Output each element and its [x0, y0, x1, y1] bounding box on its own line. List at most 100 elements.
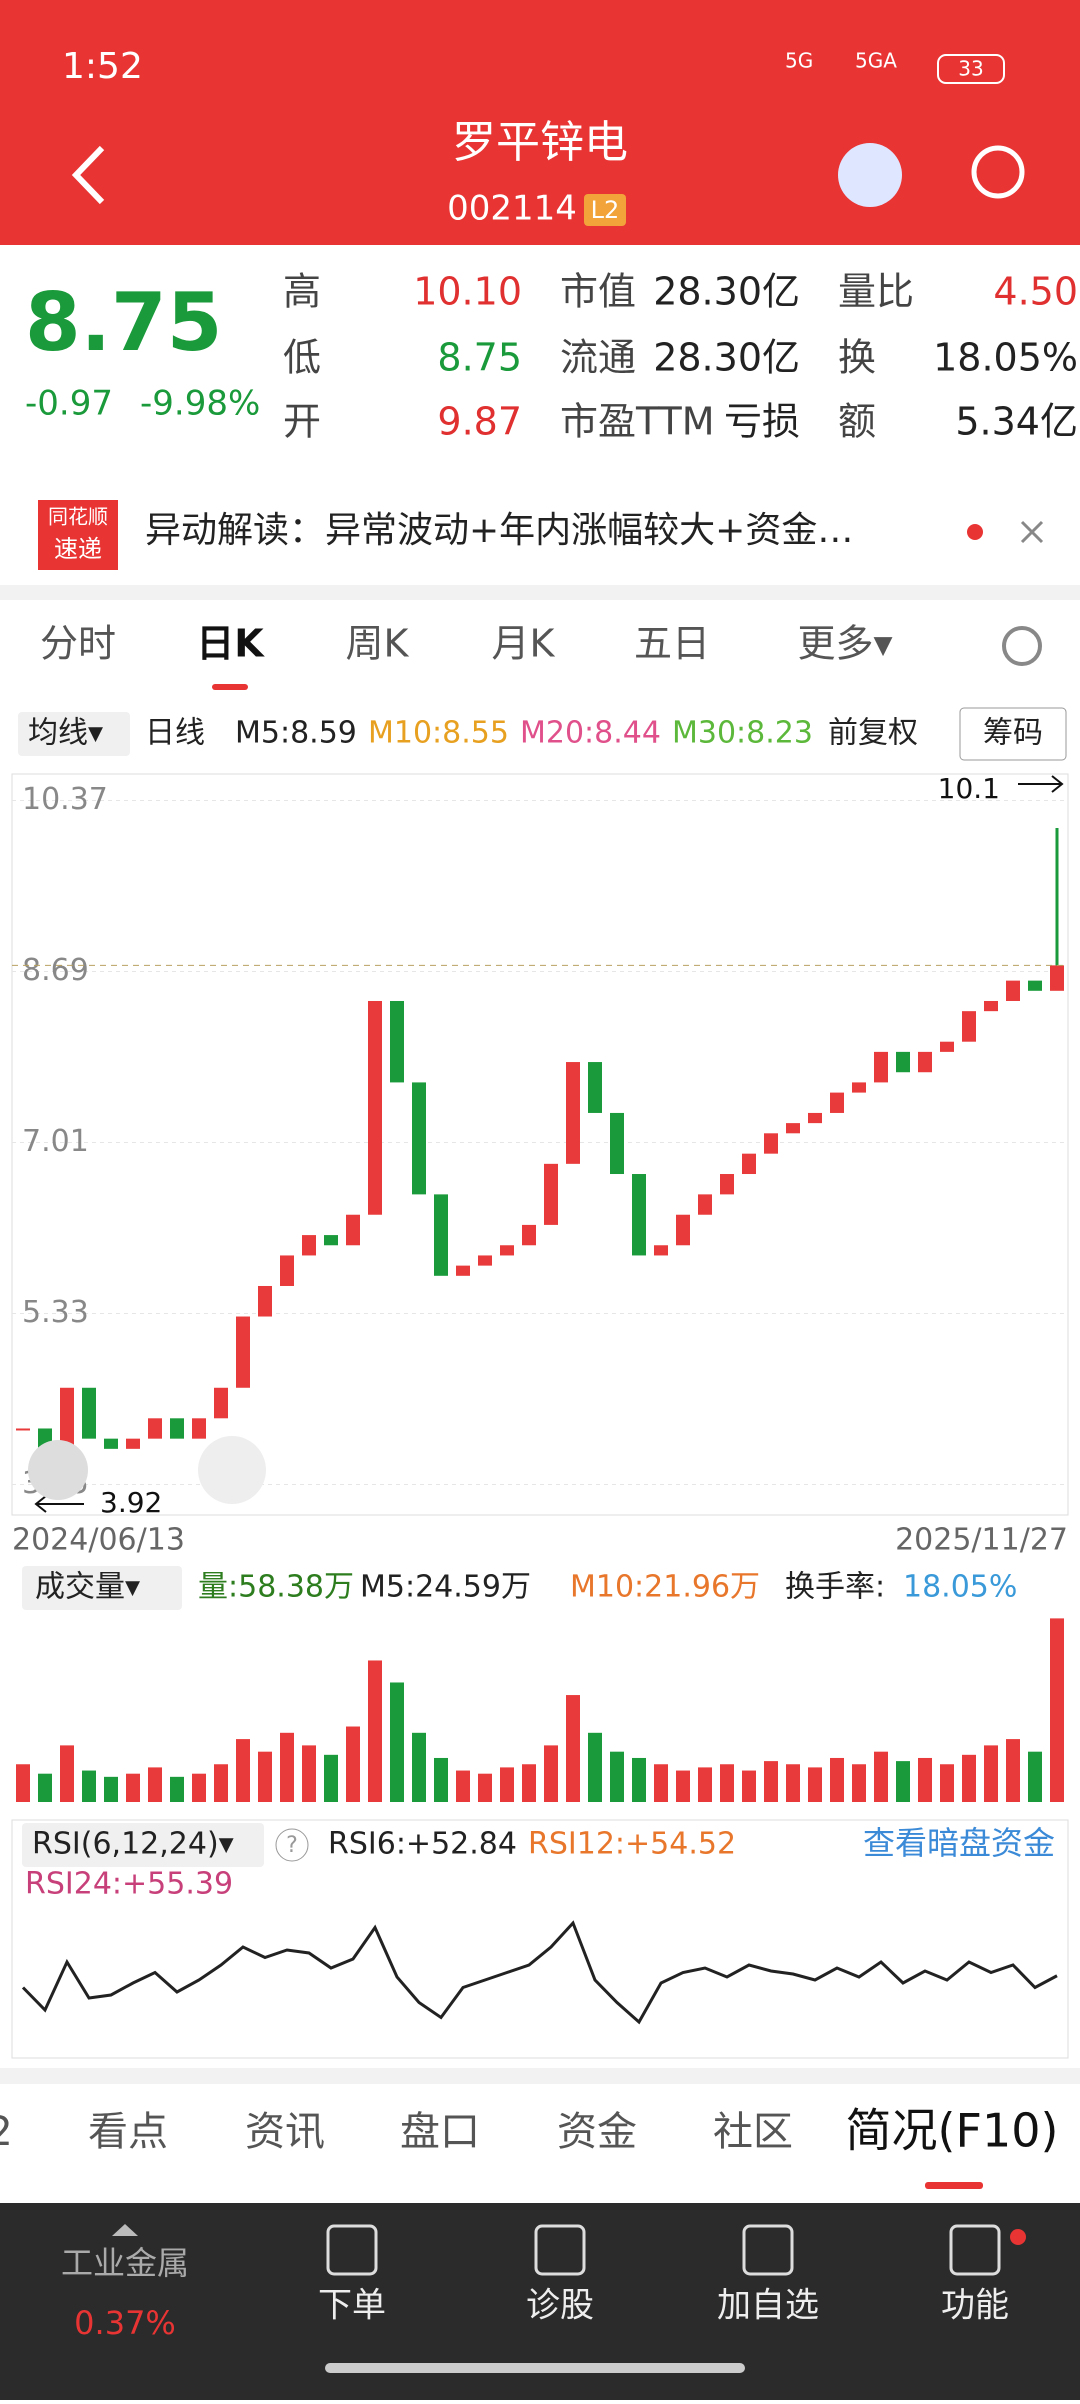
bottom-tab[interactable]: 社区	[713, 2109, 793, 2155]
tab[interactable]: 五日	[634, 622, 710, 666]
volume-bar	[808, 1767, 822, 1802]
nav-item[interactable]: 下单	[318, 2286, 386, 2326]
volume-bar	[148, 1767, 162, 1802]
search[interactable]	[971, 145, 1025, 199]
volume-bar	[588, 1732, 602, 1802]
candle	[412, 1082, 426, 1195]
vol-header: 量:58.38万 M5:24.59万 M10:21.96万 换手率: 18.05%	[198, 1570, 1017, 1605]
ma-item: M30:8.23	[672, 716, 813, 751]
y-tick-label: 10.37	[22, 782, 108, 817]
volume-bar	[82, 1770, 96, 1802]
candle	[126, 1438, 140, 1449]
vol-selector-bg[interactable]	[22, 1566, 182, 1610]
volume-bar	[104, 1776, 118, 1802]
vol-item: 18.05%	[903, 1570, 1017, 1605]
arrow	[34, 1495, 84, 1513]
candle	[830, 1092, 844, 1113]
candle	[874, 1051, 888, 1083]
volume-bar	[16, 1764, 30, 1802]
candle	[258, 1285, 272, 1317]
candle	[1028, 980, 1042, 991]
volume-bar	[852, 1764, 866, 1802]
candle	[742, 1153, 756, 1175]
volume-bar	[1006, 1739, 1020, 1802]
stat-value: 亏损	[724, 400, 800, 444]
volume-bar	[874, 1751, 888, 1802]
nav-item[interactable]: 功能	[941, 2286, 1009, 2326]
chip[interactable]: 筹码	[983, 716, 1043, 751]
bottom-tab[interactable]: 看点	[88, 2109, 168, 2155]
chip-bg[interactable]	[959, 707, 1067, 761]
expand[interactable]	[198, 1436, 266, 1504]
candle	[698, 1194, 712, 1215]
bottom-tab[interactable]: 资讯	[245, 2109, 325, 2155]
volume-bar	[566, 1695, 580, 1802]
time: 1:52	[62, 46, 143, 87]
rsi-item: RSI6:+52.84	[328, 1827, 517, 1862]
nav-item[interactable]: 加自选	[717, 2286, 819, 2326]
help[interactable]: ?	[286, 1833, 298, 1858]
help-circle[interactable]	[275, 1828, 309, 1862]
y-tick-label: 7.01	[22, 1124, 89, 1159]
volume-bar	[456, 1770, 470, 1802]
candle	[82, 1387, 96, 1439]
volume-bar	[896, 1761, 910, 1802]
volume-bar	[984, 1745, 998, 1802]
stat-value: 4.50	[993, 270, 1078, 314]
news-text[interactable]: 异动解读：异常波动+年内涨幅较大+资金…	[145, 510, 853, 551]
candle	[786, 1123, 800, 1134]
bottom-tab[interactable]: 2	[0, 2109, 13, 2155]
stat-label: 量比	[838, 270, 914, 314]
nav-item[interactable]: 诊股	[526, 2286, 594, 2326]
rsi-selector[interactable]: RSI(6,12,24)▾	[32, 1827, 234, 1862]
sector[interactable]: 工业金属	[61, 2244, 189, 2282]
vol-selector[interactable]: 成交量▾	[35, 1570, 140, 1605]
nav-icon	[534, 2224, 586, 2276]
volume-bar	[236, 1739, 250, 1802]
volume-bar	[368, 1660, 382, 1802]
stat-value: 8.75	[437, 336, 522, 380]
volume-bar	[830, 1757, 844, 1802]
bottom-tab[interactable]: 盘口	[400, 2109, 480, 2155]
stat-label: 市盈TTM	[560, 400, 715, 444]
robot[interactable]	[838, 143, 902, 207]
candle	[1050, 965, 1064, 991]
adjust[interactable]: 前复权	[828, 716, 918, 751]
rsi-line	[21, 1920, 1058, 2025]
back[interactable]	[71, 145, 105, 205]
bottom-tab[interactable]: 简况(F10)	[846, 2104, 1059, 2158]
link[interactable]: 查看暗盘资金	[863, 1824, 1055, 1862]
badge-bg	[584, 194, 626, 226]
candle	[324, 1235, 338, 1246]
tab[interactable]: 月K	[492, 622, 556, 666]
volume-bar	[1028, 1751, 1042, 1802]
sector-change: 0.37%	[74, 2304, 176, 2342]
settings[interactable]	[1002, 626, 1042, 666]
close[interactable]	[1020, 520, 1044, 544]
tab[interactable]: 日K	[196, 622, 265, 666]
dot	[1010, 2229, 1026, 2245]
nav-icon	[742, 2224, 794, 2276]
tab[interactable]: 分时	[40, 622, 116, 666]
change-pct: -9.98%	[140, 384, 260, 424]
ma-items: M5:8.59 M10:8.55 M20:8.44 M30:8.23	[235, 716, 813, 751]
collapse[interactable]	[28, 1440, 88, 1500]
net: 5GA	[855, 49, 897, 73]
candle	[962, 1011, 976, 1042]
low-label: 3.92	[100, 1486, 162, 1519]
chart-frame	[11, 773, 1069, 1516]
tab[interactable]: 更多▾	[797, 622, 892, 666]
bottom-tab[interactable]: 资金	[557, 2109, 637, 2155]
ma-selector[interactable]: 均线▾	[28, 716, 103, 751]
candle	[368, 1000, 382, 1215]
price: 8.75	[25, 276, 222, 369]
rsi-selector-bg[interactable]	[22, 1823, 264, 1867]
ma-selector-bg[interactable]	[18, 712, 130, 756]
net: 5G	[785, 49, 813, 73]
news-logo	[38, 500, 118, 570]
volume-bar	[676, 1770, 690, 1802]
volume-bar	[918, 1757, 932, 1802]
stat-value: 9.87	[437, 400, 522, 444]
volume-bar	[38, 1773, 52, 1802]
tab[interactable]: 周K	[346, 622, 410, 666]
